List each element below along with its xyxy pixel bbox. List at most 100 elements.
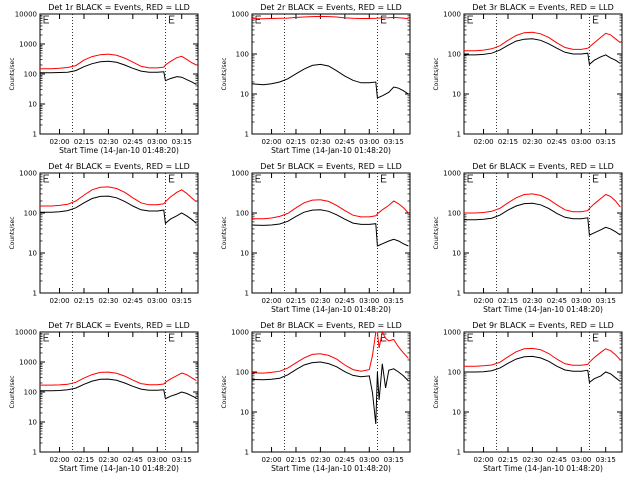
x-tick-label: 02:45 [123, 297, 143, 305]
x-tick-label: 03:15 [172, 138, 192, 146]
x-tick-label: 02:00 [473, 297, 493, 305]
e-marker-glyph [255, 333, 261, 342]
x-axis-label: Start Time (14-Jan-10 01:48:20) [59, 464, 179, 473]
x-axis-label: Start Time (14-Jan-10 01:48:20) [59, 146, 179, 155]
y-tick-label: 10 [452, 409, 461, 417]
x-tick-label: 02:45 [335, 297, 355, 305]
y-axis-label: Counts/sec [433, 57, 440, 90]
e-marker-glyph [43, 15, 49, 24]
x-tick-label: 02:15 [74, 138, 94, 146]
chart-title: Det 2r BLACK = Events, RED = LLD [260, 3, 402, 12]
chart-panel: Det 8r BLACK = Events, RED = LLD 1 10 100 10… [221, 321, 411, 473]
x-tick-label: 02:00 [473, 456, 493, 464]
x-tick-label: 02:00 [261, 297, 281, 305]
y-axis-label: Counts/sec [433, 375, 440, 408]
x-tick-label: 02:30 [522, 297, 542, 305]
x-tick-label: 03:00 [359, 456, 379, 464]
x-tick-label: 02:00 [473, 138, 493, 146]
chart-title: Det 9r BLACK = Events, RED = LLD [472, 321, 614, 330]
e-marker-glyph [169, 15, 175, 24]
series-line-events [40, 60, 197, 85]
series-line-events [251, 209, 409, 247]
x-tick-label: 03:00 [571, 138, 591, 146]
e-marker-glyph [43, 174, 49, 183]
x-tick-label: 03:15 [384, 456, 404, 464]
e-marker-glyph [467, 333, 473, 342]
chart-title: Det 5r BLACK = Events, RED = LLD [260, 162, 402, 171]
series-line-events [40, 195, 197, 225]
x-tick-label: 03:15 [596, 456, 616, 464]
y-tick-label: 10000 [15, 11, 37, 19]
x-tick-label: 03:15 [172, 456, 192, 464]
y-tick-label: 10 [452, 91, 461, 99]
x-tick-label: 02:15 [498, 138, 518, 146]
x-tick-label: 02:00 [261, 138, 281, 146]
e-marker-glyph [381, 174, 387, 183]
x-tick-label: 02:30 [98, 297, 118, 305]
x-tick-label: 03:15 [172, 297, 192, 305]
series-line-lld [251, 330, 409, 374]
y-tick-label: 10000 [15, 329, 37, 337]
plot-frame [39, 172, 199, 294]
y-tick-label: 100 [448, 369, 461, 377]
y-tick-label: 1 [33, 449, 37, 457]
x-tick-label: 02:45 [547, 297, 567, 305]
chart-title: Det 6r BLACK = Events, RED = LLD [472, 162, 614, 171]
plot-frame [463, 172, 623, 294]
y-tick-label: 1000 [443, 170, 461, 178]
x-tick-label: 02:15 [498, 456, 518, 464]
e-marker-glyph [169, 174, 175, 183]
x-tick-label: 02:00 [49, 456, 69, 464]
y-axis-label: Counts/sec [221, 216, 228, 249]
series-line-events [464, 38, 621, 66]
y-tick-label: 100 [448, 210, 461, 218]
plot-frame [251, 331, 411, 453]
plot-frame [39, 13, 199, 135]
x-tick-label: 03:00 [147, 138, 167, 146]
x-axis-label: Start Time (14-Jan-10 01:48:20) [271, 464, 391, 473]
x-tick-label: 03:15 [384, 297, 404, 305]
plot-frame [463, 331, 623, 453]
x-axis-label: Start Time (14-Jan-10 01:48:20) [271, 146, 391, 155]
series-line-lld [252, 199, 409, 220]
e-marker-glyph [255, 15, 261, 24]
x-axis-label: Start Time (14-Jan-10 01:48:20) [483, 305, 603, 314]
x-tick-label: 02:30 [310, 456, 330, 464]
y-axis-label: Counts/sec [9, 375, 16, 408]
x-tick-label: 03:00 [571, 297, 591, 305]
e-marker-glyph [593, 333, 599, 342]
series-line-lld [40, 371, 197, 386]
y-tick-label: 100 [236, 51, 249, 59]
y-tick-label: 10 [28, 250, 37, 258]
y-tick-label: 1 [245, 131, 249, 139]
x-tick-label: 02:15 [74, 297, 94, 305]
x-tick-label: 03:00 [359, 138, 379, 146]
x-axis-label: Start Time (14-Jan-10 01:48:20) [483, 464, 603, 473]
y-tick-label: 10 [240, 91, 249, 99]
chart-title: Det 8r BLACK = Events, RED = LLD [260, 321, 402, 330]
series-line-events [464, 202, 621, 236]
x-tick-label: 02:45 [123, 456, 143, 464]
x-tick-label: 02:15 [498, 297, 518, 305]
x-tick-label: 02:00 [261, 456, 281, 464]
y-tick-label: 10 [28, 101, 37, 109]
series-line-events [251, 63, 409, 99]
x-tick-label: 03:00 [571, 456, 591, 464]
series-line-lld [40, 53, 197, 70]
chart-panel: Det 9r BLACK = Events, RED = LLD 1 10 100 10… [433, 321, 623, 473]
x-tick-label: 02:30 [310, 138, 330, 146]
x-tick-label: 02:45 [335, 138, 355, 146]
e-marker-glyph [169, 333, 175, 342]
x-tick-label: 02:30 [98, 456, 118, 464]
y-tick-label: 100 [24, 210, 37, 218]
chart-panel: Det 6r BLACK = Events, RED = LLD 1 10 100 10… [433, 162, 623, 314]
y-tick-label: 10 [240, 250, 249, 258]
series-line-events [40, 378, 197, 400]
y-tick-label: 1 [457, 290, 461, 298]
plot-frame [39, 331, 199, 453]
x-tick-label: 02:45 [335, 456, 355, 464]
y-tick-label: 1 [457, 449, 461, 457]
y-tick-label: 1000 [231, 11, 249, 19]
chart-panel: Det 2r BLACK = Events, RED = LLD 1 10 100 10… [221, 3, 411, 155]
